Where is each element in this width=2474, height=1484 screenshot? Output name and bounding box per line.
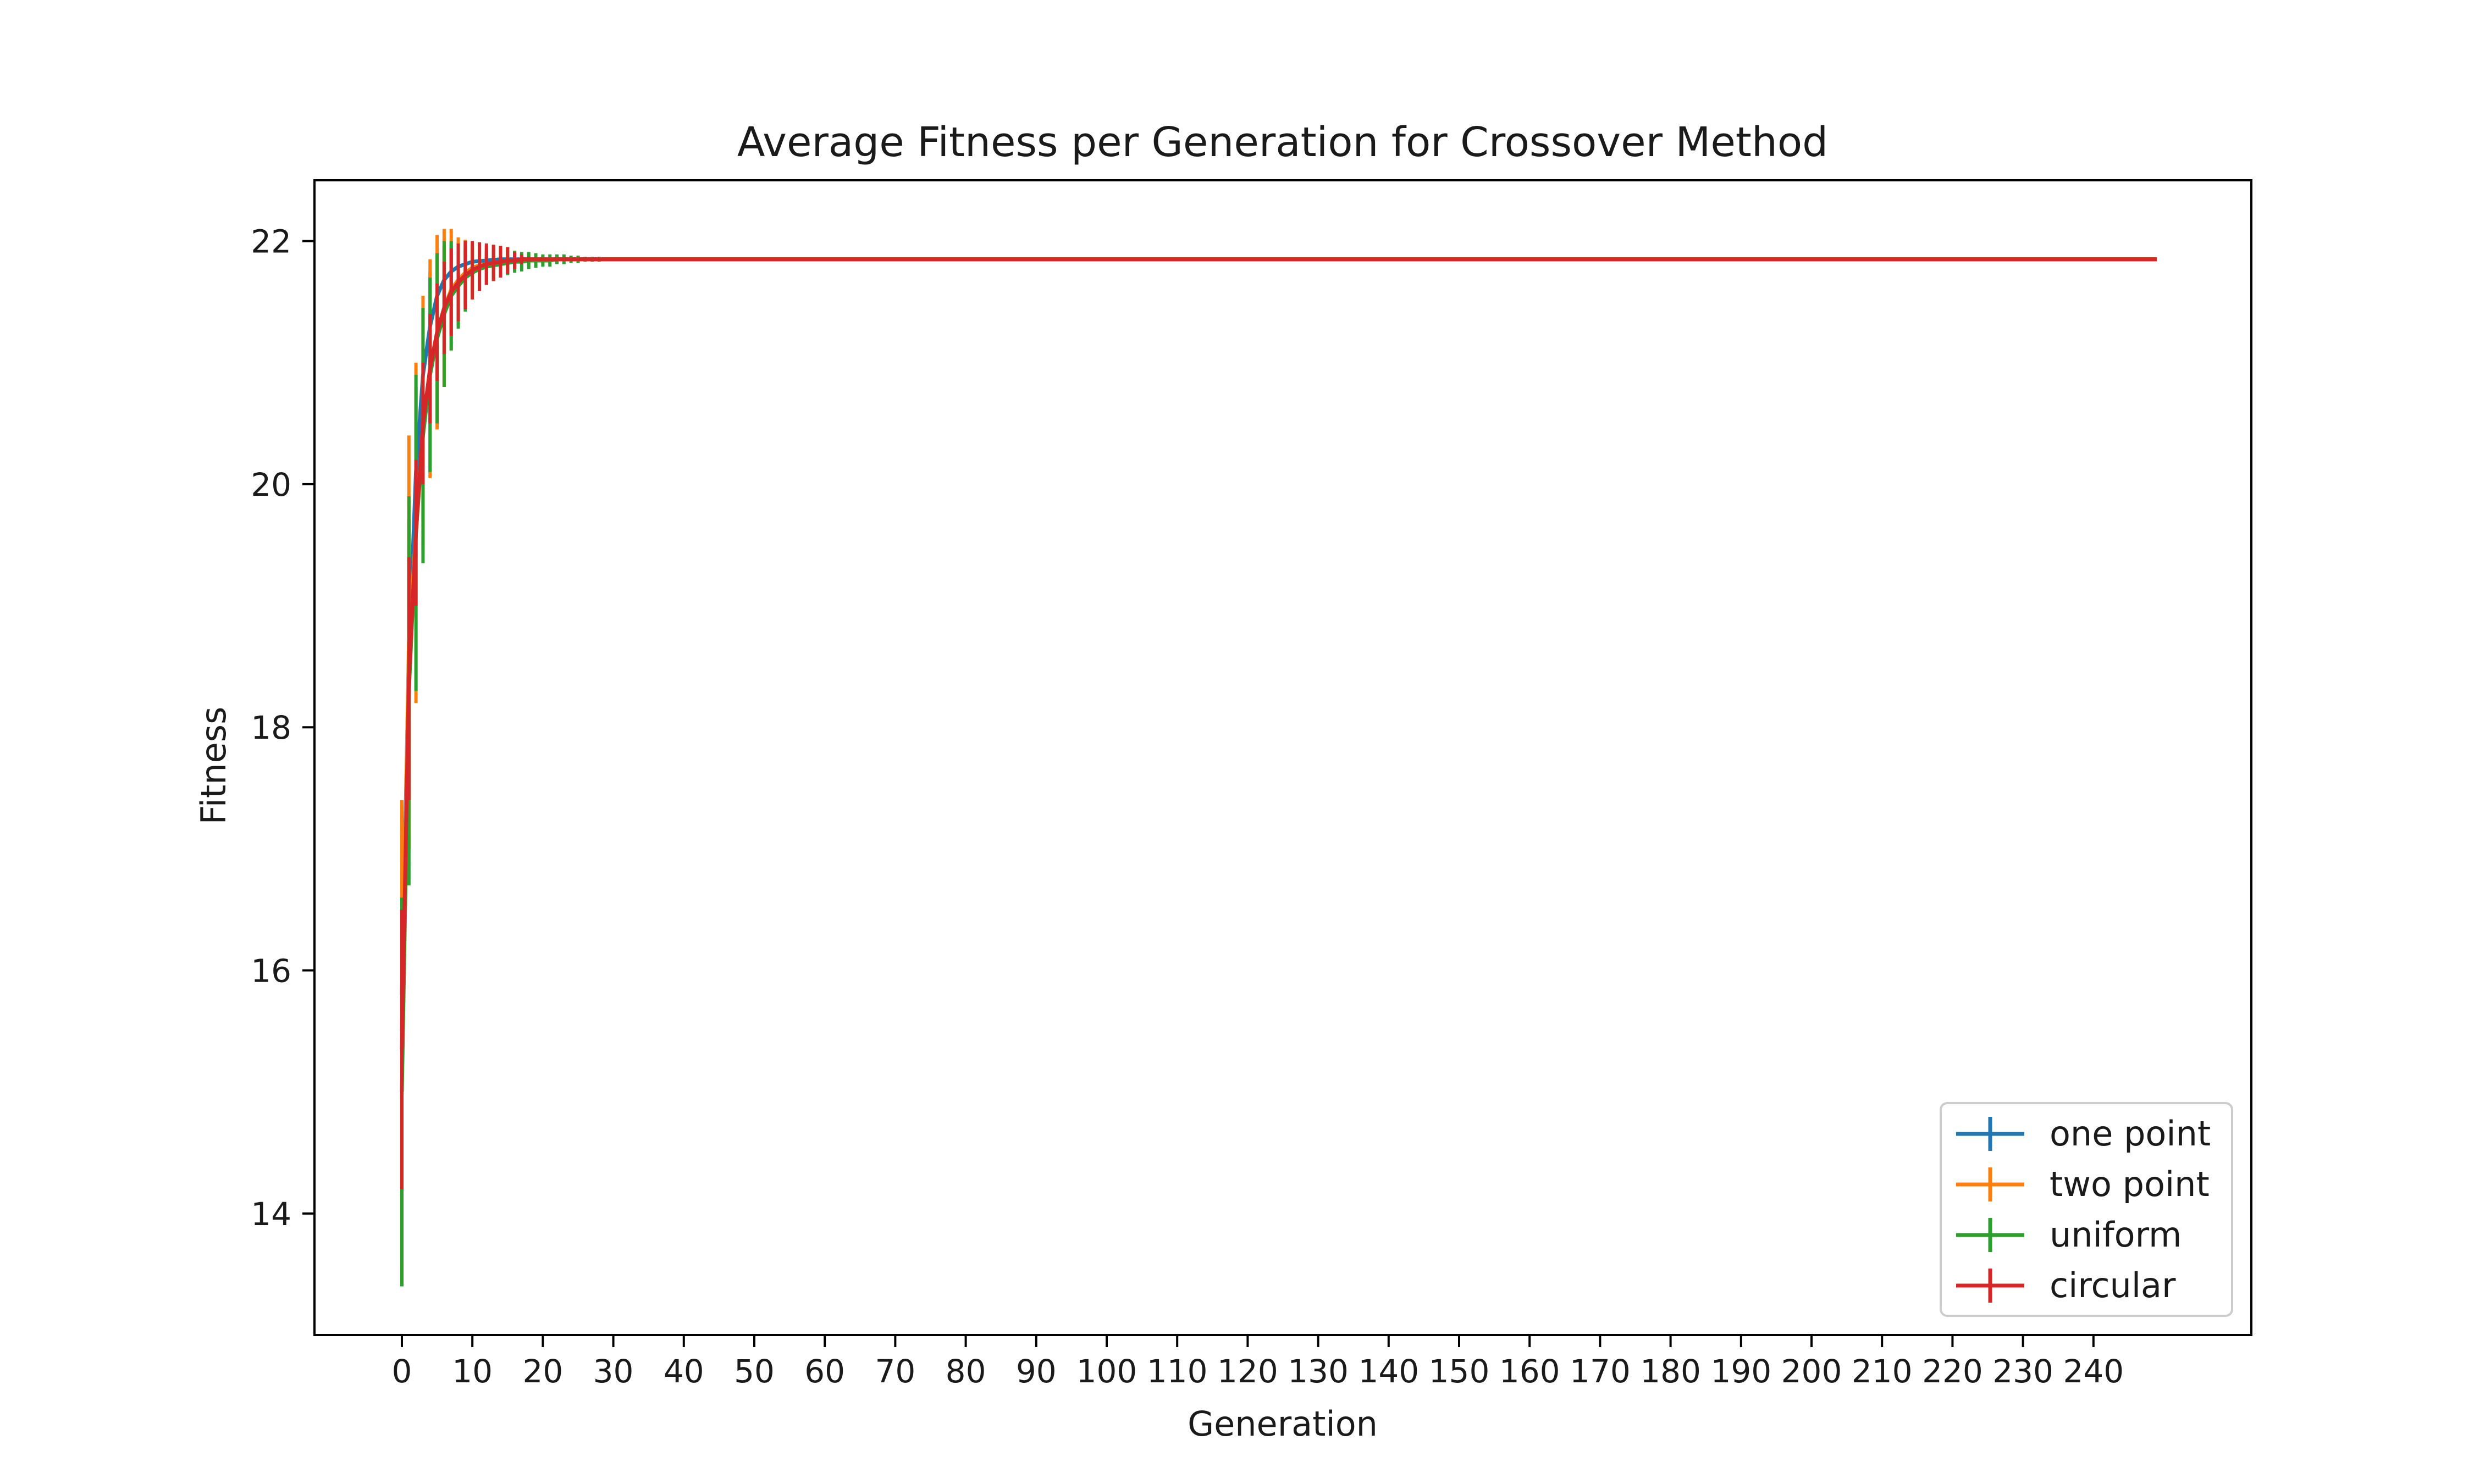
x-tick-label: 170	[1570, 1353, 1631, 1390]
legend: one point two point uniform circular	[1940, 1102, 2233, 1317]
x-tick-label: 160	[1499, 1353, 1560, 1390]
legend-label-one-point: one point	[2050, 1114, 2211, 1154]
x-tick-label: 220	[1922, 1353, 1983, 1390]
y-tick-label: 14	[251, 1195, 291, 1233]
legend-label-circular: circular	[2050, 1265, 2176, 1305]
x-tick-label: 20	[522, 1353, 563, 1390]
x-tick-label: 240	[2063, 1353, 2124, 1390]
legend-item-two-point: two point	[1956, 1164, 2210, 1204]
plot-frame	[313, 179, 2252, 1336]
x-axis-label: Generation	[1188, 1404, 1378, 1444]
legend-label-two-point: two point	[2050, 1164, 2210, 1204]
x-tick-label: 90	[1016, 1353, 1057, 1390]
legend-item-one-point: one point	[1956, 1114, 2211, 1154]
y-tick-label: 18	[251, 709, 291, 746]
chart-title: Average Fitness per Generation for Cross…	[737, 119, 1828, 166]
x-tick-label: 180	[1640, 1353, 1701, 1390]
x-tick-label: 100	[1076, 1353, 1137, 1390]
legend-label-uniform: uniform	[2050, 1215, 2182, 1255]
plot-area	[400, 229, 2157, 1287]
x-tick-label: 60	[804, 1353, 845, 1390]
x-axis: 0 10 20 30 40 50 60 70 80 90 100 110 120 130 140 150 160…	[392, 1335, 2124, 1390]
x-tick-label: 0	[392, 1353, 412, 1390]
legend-frame	[1940, 1102, 2233, 1317]
x-tick-label: 50	[734, 1353, 775, 1390]
x-tick-label: 40	[664, 1353, 704, 1390]
series-line-circular	[400, 257, 2157, 1050]
y-tick-label: 16	[251, 953, 291, 990]
x-tick-label: 80	[946, 1353, 986, 1390]
x-tick-label: 30	[593, 1353, 634, 1390]
y-axis: 14 16 18 20 22	[251, 223, 314, 1233]
y-tick-label: 20	[251, 466, 291, 503]
x-tick-label: 200	[1781, 1353, 1842, 1390]
x-tick-label: 150	[1429, 1353, 1490, 1390]
x-tick-label: 120	[1217, 1353, 1278, 1390]
x-tick-label: 190	[1710, 1353, 1771, 1390]
x-tick-label: 230	[1992, 1353, 2053, 1390]
x-tick-label: 140	[1358, 1353, 1419, 1390]
legend-item-circular: circular	[1956, 1265, 2176, 1305]
y-tick-label: 22	[251, 223, 291, 261]
series-circular	[400, 241, 2157, 1189]
x-tick-label: 210	[1852, 1353, 1913, 1390]
x-tick-label: 10	[452, 1353, 493, 1390]
legend-item-uniform: uniform	[1956, 1215, 2182, 1255]
x-tick-label: 110	[1147, 1353, 1208, 1390]
y-axis-label: Fitness	[194, 707, 234, 825]
x-tick-label: 130	[1288, 1353, 1349, 1390]
x-tick-label: 70	[875, 1353, 915, 1390]
